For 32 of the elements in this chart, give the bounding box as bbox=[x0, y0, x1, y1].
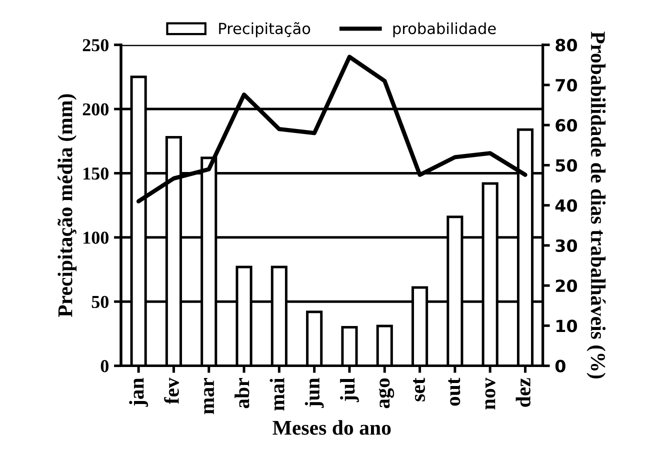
y2-tick-label: 10 bbox=[556, 320, 578, 332]
y2-tick-label: 80 bbox=[556, 38, 578, 52]
x-tick-label: mar bbox=[204, 378, 214, 414]
x-tick-label: fev bbox=[164, 378, 179, 404]
y-tick-label: 150 bbox=[84, 167, 108, 180]
y-tick-label: 200 bbox=[82, 103, 108, 116]
y2-tick-label: 20 bbox=[556, 280, 578, 292]
y2-tick-label: 50 bbox=[556, 159, 578, 172]
x-tick-label: abr bbox=[234, 378, 250, 408]
y-axis-title: Precipitação média (mm) bbox=[58, 94, 77, 318]
x-axis-title: Meses do ano bbox=[272, 420, 391, 435]
y2-tick-label: 60 bbox=[556, 119, 578, 132]
x-tick-label: out bbox=[448, 378, 460, 406]
legend-label: probabilidade bbox=[393, 22, 496, 38]
x-tick-label: mai bbox=[270, 378, 284, 411]
y2-tick-label: 40 bbox=[555, 199, 578, 212]
y-tick-label: 100 bbox=[84, 232, 108, 244]
y2-tick-label: 70 bbox=[556, 78, 578, 92]
y2-tick-label: 0 bbox=[555, 360, 566, 372]
x-tick-label: jun bbox=[304, 378, 324, 408]
legend-label: Precipitação bbox=[219, 22, 310, 38]
y2-tick-label: 30 bbox=[556, 239, 578, 252]
y2-axis-title: Probabilidade de dias trabalháveis (%) bbox=[586, 32, 606, 378]
x-tick-label: set bbox=[413, 378, 425, 402]
y-tick-label: 50 bbox=[92, 296, 108, 308]
x-tick-label: jan bbox=[129, 378, 148, 407]
x-tick-label: jul bbox=[340, 378, 359, 402]
x-tick-label: nov bbox=[485, 378, 496, 410]
y-tick-label: 0 bbox=[100, 360, 108, 372]
x-tick-label: dez bbox=[516, 378, 530, 407]
x-tick-label: ago bbox=[378, 378, 394, 408]
y-tick-label: 250 bbox=[82, 39, 108, 52]
